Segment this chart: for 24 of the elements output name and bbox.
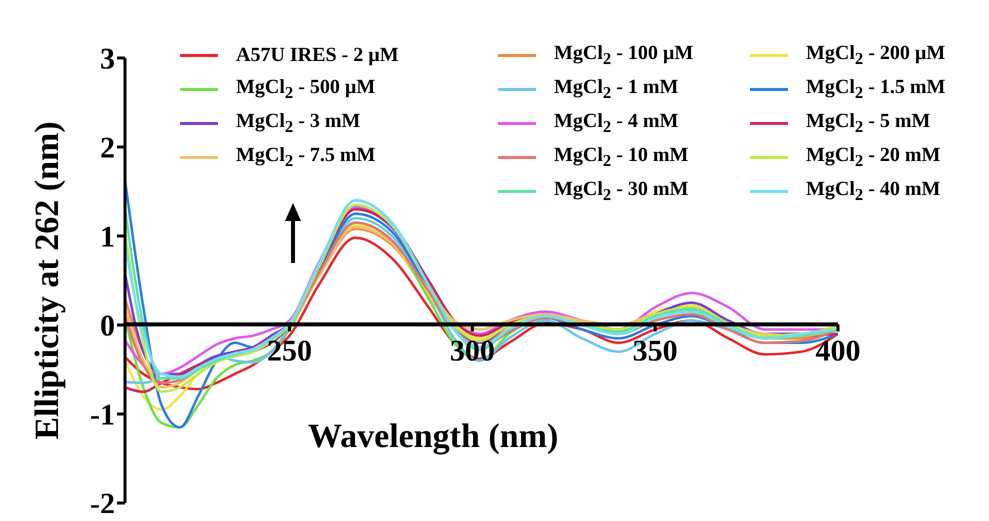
legend-label: MgCl$_{2}$ - 7.5 mM — [236, 144, 376, 170]
y-tick-label: 1 — [100, 220, 115, 254]
legend-label: MgCl$_{2}$ - 3 mM — [236, 110, 360, 136]
legend-label: MgCl$_{2}$ - 5 mM — [806, 110, 930, 136]
y-tick-label: 0 — [100, 310, 115, 343]
x-axis-title: Wavelength (nm) — [308, 418, 558, 456]
x-tick-label: 250 — [267, 334, 312, 368]
legend-label: MgCl$_{2}$ - 200 µM — [806, 42, 946, 68]
legend-label: MgCl$_{2}$ - 1 mM — [554, 76, 678, 102]
legend-label: MgCl$_{2}$ - 20 mM — [806, 144, 940, 170]
y-axis-title: Ellipticity at 262 (nm) — [29, 121, 66, 440]
legend-label: MgCl$_{2}$ - 10 mM — [554, 144, 688, 170]
legend-label: MgCl$_{2}$ - 1.5 mM — [806, 76, 946, 102]
legend-label: MgCl$_{2}$ - 100 µM — [554, 42, 694, 68]
y-tick-label: 2 — [100, 132, 115, 165]
legend-label: MgCl$_{2}$ - 4 mM — [554, 110, 678, 136]
legend-label: MgCl$_{2}$ - 30 mM — [554, 178, 688, 204]
legend-label: MgCl$_{2}$ - 500 µM — [236, 76, 376, 102]
x-tick-label: 350 — [632, 334, 678, 368]
x-tick-label: 400 — [816, 334, 860, 368]
legend-label: MgCl$_{2}$ - 40 mM — [806, 178, 940, 204]
y-tick-label: 3 — [100, 42, 115, 76]
legend-label: A57U IRES - 2 µM — [236, 44, 399, 66]
y-tick-label: -1 — [90, 398, 115, 432]
